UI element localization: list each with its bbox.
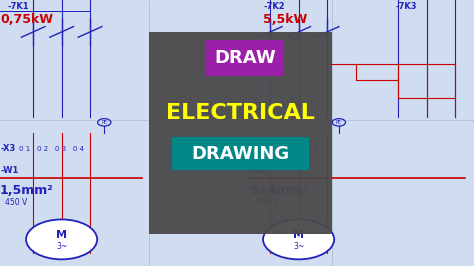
FancyBboxPatch shape [206, 40, 284, 76]
Text: DRAW: DRAW [214, 49, 276, 67]
Text: -X3: -X3 [0, 144, 15, 153]
Text: DRAWING: DRAWING [191, 145, 290, 163]
Text: -7K1: -7K1 [7, 2, 29, 11]
Text: 5x4mm²: 5x4mm² [251, 184, 309, 197]
Text: -W2: -W2 [251, 166, 270, 175]
Text: M: M [293, 230, 304, 240]
Text: 3~: 3~ [293, 242, 304, 251]
Text: 450 V: 450 V [256, 198, 278, 207]
Circle shape [26, 219, 97, 259]
FancyBboxPatch shape [149, 32, 332, 234]
FancyBboxPatch shape [172, 137, 309, 170]
Text: 0 5   0 6   0 7   0 8: 0 5 0 6 0 7 0 8 [254, 146, 319, 152]
Text: 5,5kW: 5,5kW [263, 14, 307, 26]
Circle shape [263, 219, 334, 259]
Text: 450 V: 450 V [5, 198, 27, 207]
Text: ELECTRICAL: ELECTRICAL [166, 103, 315, 123]
Text: 0,75kW: 0,75kW [0, 14, 53, 26]
Text: 0 1   0 2   0 3   0 4: 0 1 0 2 0 3 0 4 [19, 146, 84, 152]
Text: -7K3: -7K3 [396, 2, 417, 11]
Text: -7K2: -7K2 [263, 2, 285, 11]
Text: PE: PE [336, 120, 342, 125]
Text: 3~: 3~ [56, 242, 67, 251]
Text: M: M [56, 230, 67, 240]
Text: 1,5mm²: 1,5mm² [0, 184, 54, 197]
Text: -W1: -W1 [0, 166, 18, 175]
Text: PE: PE [101, 120, 107, 125]
